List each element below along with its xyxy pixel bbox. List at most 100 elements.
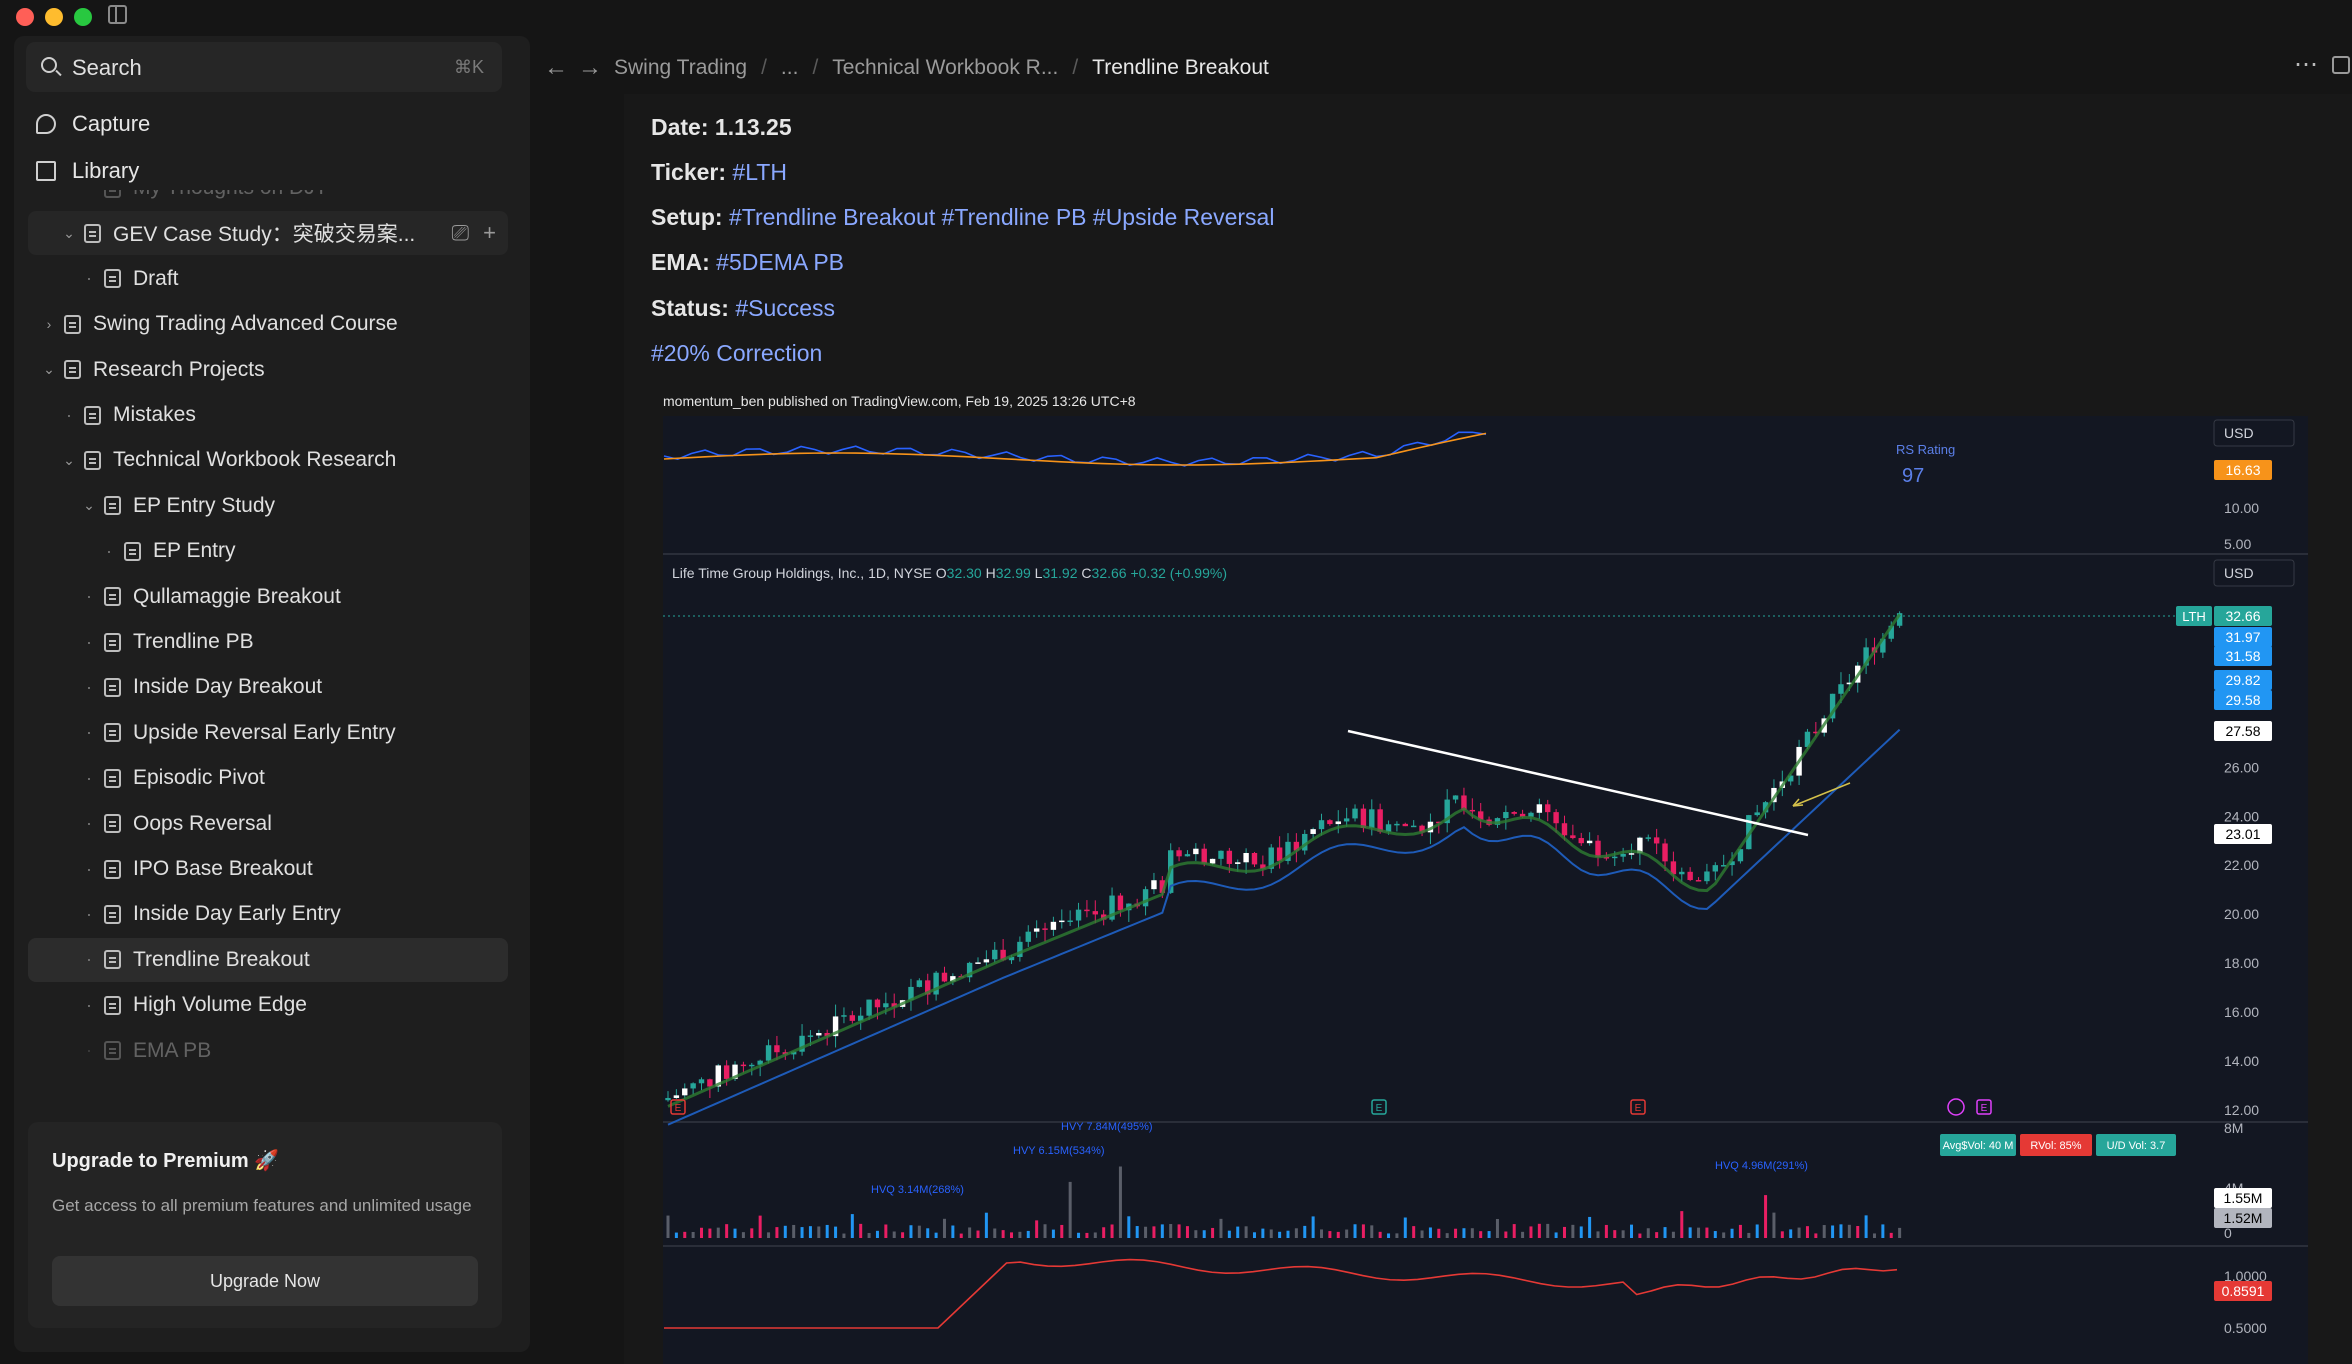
sidebar-item-upside-reversal-early-entry[interactable]: · Upside Reversal Early Entry xyxy=(28,711,508,755)
candle-body xyxy=(1151,880,1157,890)
volume-tag-bg xyxy=(2214,1208,2272,1228)
volume-bar xyxy=(700,1227,704,1238)
sidebar-item-ema-pb[interactable]: · EMA PB xyxy=(28,1029,508,1073)
chevron-down-icon[interactable]: ⌄ xyxy=(43,361,55,378)
volume-bar xyxy=(1211,1227,1215,1238)
status-tag[interactable]: #Success xyxy=(735,295,836,321)
volume-bar xyxy=(959,1233,963,1238)
new-page-icon[interactable]: ⎚ xyxy=(451,220,470,246)
volume-bar xyxy=(1110,1224,1114,1238)
zoom-window-button[interactable] xyxy=(74,8,92,26)
volume-bar xyxy=(1588,1216,1592,1238)
volume-bar xyxy=(725,1224,729,1238)
more-options-icon[interactable]: ⋯ xyxy=(2294,51,2318,78)
sidebar-item-ipo-base-breakout[interactable]: · IPO Base Breakout xyxy=(28,847,508,891)
volume-bar xyxy=(1445,1233,1449,1238)
bullet-icon[interactable]: · xyxy=(86,994,92,1015)
rs-axis-label: 5.00 xyxy=(2224,536,2251,552)
volume-axis-label: 0 xyxy=(2224,1225,2232,1241)
candle-body xyxy=(1176,850,1182,857)
bullet-icon[interactable]: · xyxy=(82,190,96,199)
currency-label: USD xyxy=(2224,425,2254,441)
volume-bar xyxy=(1805,1226,1809,1238)
breadcrumb-item[interactable]: Technical Workbook R... xyxy=(832,56,1059,79)
sidebar-item-technical-workbook-research[interactable]: ⌄ Technical Workbook Research xyxy=(28,438,508,482)
volume-bar xyxy=(1831,1225,1835,1238)
upgrade-now-button[interactable]: Upgrade Now xyxy=(52,1256,478,1306)
bullet-icon[interactable]: · xyxy=(86,813,92,834)
candle-body xyxy=(1519,813,1526,817)
bullet-icon[interactable]: · xyxy=(86,767,92,788)
ema-tag[interactable]: #5DEMA PB xyxy=(716,249,845,275)
correction-tag[interactable]: #20% Correction xyxy=(651,340,823,366)
chevron-down-icon[interactable]: ⌄ xyxy=(83,497,95,514)
sidebar-item-high-volume-edge[interactable]: · High Volume Edge xyxy=(28,983,508,1027)
minimize-window-button[interactable] xyxy=(45,8,63,26)
prop-ticker: Ticker: #LTH xyxy=(651,159,787,185)
earnings-marker xyxy=(1371,1099,1387,1115)
candle-body xyxy=(698,1079,705,1084)
sidebar-item-mistakes[interactable]: · Mistakes xyxy=(28,393,508,437)
bullet-icon[interactable]: · xyxy=(86,1040,92,1061)
sidebar-item-inside-day-early-entry[interactable]: · Inside Day Early Entry xyxy=(28,892,508,936)
candle-body xyxy=(975,962,981,964)
sidebar-item-qullamaggie-breakout[interactable]: · Qullamaggie Breakout xyxy=(28,575,508,619)
sidebar-item-trendline-pb[interactable]: · Trendline PB xyxy=(28,620,508,664)
nav-capture[interactable]: Capture xyxy=(36,104,150,144)
sidebar-item-ep-entry-study[interactable]: ⌄ EP Entry Study xyxy=(28,484,508,528)
ticker-tag[interactable]: #LTH xyxy=(732,159,787,185)
sidebar-item-episodic-pivot[interactable]: · Episodic Pivot xyxy=(28,756,508,800)
sidebar-item-draft[interactable]: · Draft xyxy=(28,257,508,301)
bullet-icon[interactable]: · xyxy=(86,631,92,652)
chevron-down-icon[interactable]: ⌄ xyxy=(63,224,75,241)
search-input[interactable]: Search ⌘K xyxy=(26,42,502,92)
bullet-icon[interactable]: · xyxy=(86,858,92,879)
volume-bar xyxy=(1881,1224,1885,1238)
candle-body xyxy=(1318,820,1325,830)
bullet-icon[interactable]: · xyxy=(86,903,92,924)
bullet-icon[interactable]: · xyxy=(86,268,92,289)
volume-bar xyxy=(1722,1232,1726,1238)
bullet-icon[interactable]: · xyxy=(66,404,72,425)
forward-arrow-icon[interactable]: → xyxy=(578,54,602,81)
bullet-icon[interactable]: · xyxy=(86,586,92,607)
nav-library[interactable]: Library xyxy=(36,151,139,191)
sidebar-item-ep-entry[interactable]: · EP Entry xyxy=(28,529,508,573)
open-in-window-icon[interactable] xyxy=(2332,56,2350,74)
price-axis-label: 16.00 xyxy=(2224,1004,2259,1020)
bullet-icon[interactable]: · xyxy=(86,676,92,697)
bullet-icon[interactable]: · xyxy=(86,949,92,970)
volume-bar xyxy=(1169,1224,1173,1238)
sidebar-item-label: EMA PB xyxy=(133,1038,212,1062)
volume-bar xyxy=(1495,1218,1499,1238)
setup-tags[interactable]: #Trendline Breakout #Trendline PB #Upsid… xyxy=(728,204,1275,230)
sidebar-item-research-projects[interactable]: ⌄ Research Projects xyxy=(28,348,508,392)
add-icon[interactable]: + xyxy=(483,220,496,246)
breadcrumb-item[interactable]: Swing Trading xyxy=(614,56,748,79)
sidebar-item-swing-trading-advanced-course[interactable]: › Swing Trading Advanced Course xyxy=(28,302,508,346)
sidebar-item-my-thoughts-on-djt[interactable]: · My Thoughts on DJT xyxy=(28,190,508,210)
candle-body xyxy=(1285,841,1291,861)
sidebar-item-label: Oops Reversal xyxy=(133,811,272,835)
candle-body xyxy=(1620,853,1626,857)
back-arrow-icon[interactable]: ← xyxy=(544,54,568,81)
nav-capture-label: Capture xyxy=(72,111,151,136)
sidebar-item-inside-day-breakout[interactable]: · Inside Day Breakout xyxy=(28,665,508,709)
close-window-button[interactable] xyxy=(16,8,34,26)
breadcrumb-item[interactable]: ... xyxy=(780,56,799,79)
chevron-right-icon[interactable]: › xyxy=(46,316,52,333)
candle-body xyxy=(891,1003,897,1007)
sidebar-item-oops-reversal[interactable]: · Oops Reversal xyxy=(28,802,508,846)
sidebar-item-trendline-breakout[interactable]: · Trendline Breakout xyxy=(28,937,508,982)
volume-bar xyxy=(1579,1226,1583,1238)
sidebar-toggle-icon[interactable] xyxy=(108,5,127,24)
bullet-icon[interactable]: · xyxy=(106,540,112,561)
candle-body xyxy=(1343,818,1350,822)
sidebar-item-gev-case-study[interactable]: ⌄ GEV Case Study：突破交易案... ⎚ + xyxy=(28,211,508,256)
volume-bar xyxy=(1345,1229,1349,1238)
candle-body xyxy=(1017,941,1023,957)
volume-bar xyxy=(1797,1227,1801,1238)
candle-body xyxy=(774,1045,780,1053)
chevron-down-icon[interactable]: ⌄ xyxy=(63,451,75,468)
bullet-icon[interactable]: · xyxy=(86,722,92,743)
